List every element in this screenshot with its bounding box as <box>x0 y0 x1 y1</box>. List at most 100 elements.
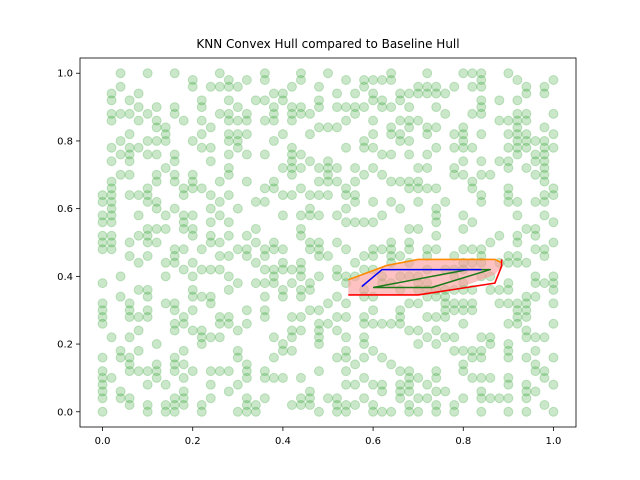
scatter-point <box>332 102 343 113</box>
scatter-point <box>512 257 523 268</box>
scatter-point <box>521 406 532 417</box>
scatter-point <box>268 278 279 289</box>
scatter-point <box>539 399 550 410</box>
scatter-point <box>178 223 189 234</box>
scatter-point <box>205 190 216 201</box>
scatter-point <box>169 203 180 214</box>
scatter-point <box>304 386 315 397</box>
scatter-point <box>521 257 532 268</box>
scatter-point <box>241 115 252 126</box>
axes-frame <box>79 57 577 428</box>
scatter-point <box>458 135 469 146</box>
x-tick-label: 0.0 <box>95 436 111 447</box>
scatter-point <box>250 237 261 248</box>
hull-layer <box>348 258 503 296</box>
y-tick-label: 0.8 <box>57 136 73 147</box>
scatter-point <box>196 325 207 336</box>
scatter-point <box>467 217 478 228</box>
x-tick-label: 0.8 <box>455 436 471 447</box>
scatter-point <box>548 284 559 295</box>
scatter-point <box>169 359 180 370</box>
scatter-point <box>404 399 415 410</box>
scatter-point <box>187 75 198 86</box>
scatter-point <box>169 318 180 329</box>
scatter-point <box>350 163 361 174</box>
scatter-point <box>386 102 397 113</box>
scatter-point <box>268 115 279 126</box>
scatter-point <box>313 332 324 343</box>
chart-title: KNN Convex Hull compared to Baseline Hul… <box>196 37 459 51</box>
scatter-point <box>521 298 532 309</box>
scatter-point <box>142 379 153 390</box>
scatter-point <box>467 345 478 356</box>
scatter-point <box>241 406 252 417</box>
scatter-point <box>169 366 180 377</box>
scatter-point <box>241 305 252 316</box>
scatter-point <box>341 406 352 417</box>
scatter-point <box>404 325 415 336</box>
scatter-point <box>341 271 352 282</box>
scatter-point <box>458 169 469 180</box>
scatter-point <box>142 284 153 295</box>
scatter-point <box>395 88 406 99</box>
scatter-point <box>467 176 478 187</box>
scatter-point <box>115 149 126 160</box>
scatter-point <box>214 81 225 92</box>
scatter-point <box>422 149 433 160</box>
scatter-point <box>133 230 144 241</box>
scatter-point <box>440 88 451 99</box>
scatter-point <box>503 183 514 194</box>
scatter-point <box>124 359 135 370</box>
scatter-point <box>377 149 388 160</box>
scatter-point <box>530 359 541 370</box>
scatter-point <box>512 298 523 309</box>
scatter-point <box>458 210 469 221</box>
scatter-point <box>386 176 397 187</box>
scatter-point <box>350 379 361 390</box>
scatter-point <box>187 135 198 146</box>
scatter-point <box>124 399 135 410</box>
scatter-point <box>440 386 451 397</box>
scatter-point <box>124 156 135 167</box>
scatter-point <box>214 318 225 329</box>
scatter-point <box>223 311 234 322</box>
scatter-point <box>295 372 306 383</box>
scatter-point <box>413 196 424 207</box>
scatter-point <box>431 122 442 133</box>
orange-hull-line <box>348 258 502 281</box>
scatter-point <box>187 169 198 180</box>
scatter-point <box>476 108 487 119</box>
scatter-point <box>521 291 532 302</box>
scatter-point <box>313 244 324 255</box>
scatter-point <box>286 190 297 201</box>
scatter-point <box>223 190 234 201</box>
x-tick-label: 0.6 <box>365 436 381 447</box>
scatter-point <box>449 142 460 153</box>
scatter-point <box>313 318 324 329</box>
scatter-point <box>512 230 523 241</box>
scatter-point <box>368 251 379 262</box>
scatter-point <box>106 244 117 255</box>
scatter-point <box>395 318 406 329</box>
scatter-point <box>377 102 388 113</box>
scatter-point <box>277 257 288 268</box>
scatter-point <box>106 176 117 187</box>
scatter-point <box>124 352 135 363</box>
scatter-point <box>151 102 162 113</box>
scatter-point <box>476 332 487 343</box>
y-tick-label: 0.6 <box>57 204 73 215</box>
scatter-point <box>404 176 415 187</box>
scatter-point <box>440 305 451 316</box>
scatter-point <box>268 332 279 343</box>
scatter-point <box>277 244 288 255</box>
scatter-point <box>295 102 306 113</box>
scatter-point <box>124 237 135 248</box>
scatter-point <box>124 311 135 322</box>
scatter-point <box>232 352 243 363</box>
scatter-point <box>124 108 135 119</box>
scatter-point <box>503 372 514 383</box>
scatter-point <box>503 196 514 207</box>
scatter-point <box>323 68 333 79</box>
scatter-point <box>323 176 333 187</box>
scatter-point <box>268 237 279 248</box>
